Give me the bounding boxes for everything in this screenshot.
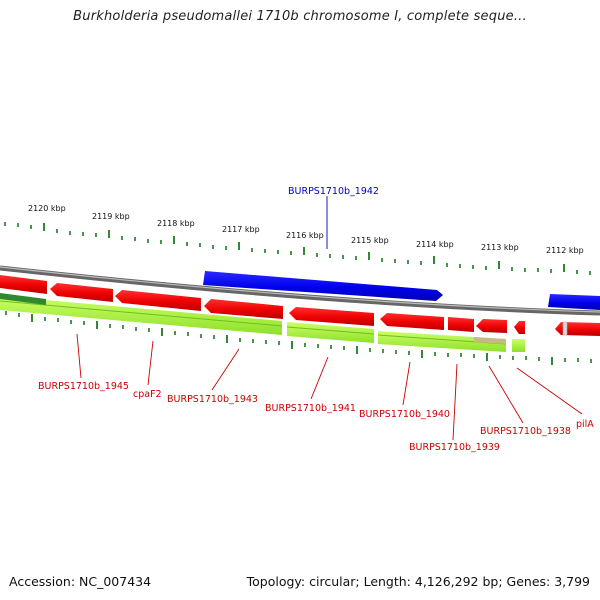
tick-label-2119: 2119 kbp [92, 212, 130, 221]
inner-tick-marks [5, 311, 592, 365]
label-burps1710b-1941[interactable]: BURPS1710b_1941 [265, 403, 356, 414]
gene-track-segment-4 [512, 339, 525, 352]
gene-track-darkgreen [0, 293, 46, 305]
gene-burps1710b-1942 [203, 271, 443, 301]
gene-left-edge [0, 275, 47, 294]
leader-burps1710b-1943 [211, 348, 240, 391]
tick-label-2116: 2116 kbp [286, 231, 324, 240]
leader-pila [516, 367, 583, 415]
gene-pila [555, 322, 600, 336]
label-burps1710b-1945[interactable]: BURPS1710b_1945 [38, 381, 129, 392]
gene-cpaf2 [115, 290, 201, 311]
leader-burps1710b-1939 [452, 363, 458, 441]
gene-burps1710b-1940 [380, 313, 444, 330]
label-burps1710b-1940[interactable]: BURPS1710b_1940 [359, 409, 450, 420]
tick-labels: 2120 kbp 2119 kbp 2118 kbp 2117 kbp 2116… [28, 204, 584, 255]
leader-lines [76, 196, 583, 441]
leader-burps1710b-1945 [76, 333, 82, 379]
gene-track-beige [474, 337, 506, 344]
gene-track [0, 293, 525, 352]
outer-minor-ticks [4, 222, 591, 275]
gene-reverse-right [562, 321, 568, 336]
tick-label-2112: 2112 kbp [546, 246, 584, 255]
gene-burps1710b-1945 [50, 283, 113, 302]
label-burps1710b-1942[interactable]: BURPS1710b_1942 [288, 186, 379, 197]
leader-burps1710b-1940 [402, 361, 411, 406]
backbone-ring-highlight [0, 266, 600, 313]
outer-tick-marks [4, 222, 591, 275]
leader-burps1710b-1938 [488, 365, 524, 424]
tick-label-2114: 2114 kbp [416, 240, 454, 249]
tick-label-2117: 2117 kbp [222, 225, 260, 234]
gene-burps1710b-1938 [514, 321, 525, 334]
forward-strand-track [203, 271, 600, 310]
inner-minor-ticks [5, 311, 592, 363]
tick-label-2113: 2113 kbp [481, 243, 519, 252]
gene-labels: BURPS1710b_1942 BURPS1710b_1945 cpaF2 BU… [38, 186, 594, 453]
label-burps1710b-1943[interactable]: BURPS1710b_1943 [167, 394, 258, 405]
gene-track-segment-2 [287, 322, 374, 343]
inner-major-ticks [31, 314, 553, 365]
genome-summary: Topology: circular; Length: 4,126,292 bp… [246, 574, 590, 589]
gene-track-segment-1 [0, 296, 282, 335]
leader-burps1710b-1941 [310, 356, 329, 400]
outer-major-ticks [43, 223, 565, 272]
label-burps1710b-1938[interactable]: BURPS1710b_1938 [480, 426, 571, 437]
map-title: Burkholderia pseudomallei 1710b chromoso… [73, 9, 527, 24]
gene-forward-right [548, 294, 600, 310]
accession-label: Accession: NC_007434 [9, 574, 152, 589]
leader-cpaf2 [147, 340, 154, 386]
label-cpaf2[interactable]: cpaF2 [133, 389, 162, 400]
backbone-ring [0, 265, 600, 316]
gene-burps1710b-1941 [289, 307, 374, 326]
tick-label-2120: 2120 kbp [28, 204, 66, 213]
label-burps1710b-1939[interactable]: BURPS1710b_1939 [409, 442, 500, 453]
gene-burps1710b-1943 [204, 299, 283, 319]
tick-label-2115: 2115 kbp [351, 236, 389, 245]
reverse-strand-track [0, 275, 600, 336]
label-pila[interactable]: pilA [576, 419, 594, 430]
tick-label-2118: 2118 kbp [157, 219, 195, 228]
gene-track-segment-3 [378, 331, 506, 352]
gene-burps1710b-1939 [476, 319, 507, 333]
gene-burps1710b-1940b [448, 317, 474, 332]
